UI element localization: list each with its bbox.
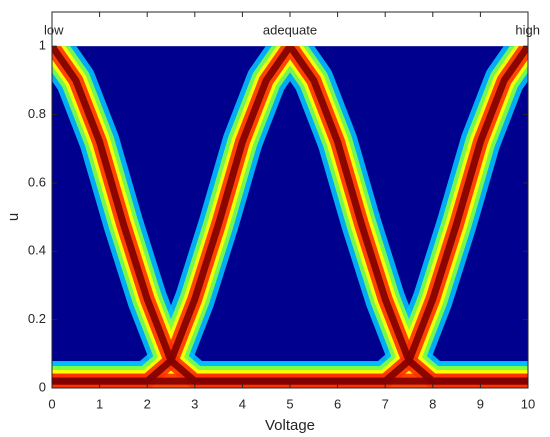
bands	[52, 46, 528, 388]
x-tick-label: 5	[286, 396, 293, 411]
x-tick-label: 7	[382, 396, 389, 411]
y-tick-label: 0.8	[28, 106, 46, 121]
x-axis-label: Voltage	[265, 417, 315, 434]
series-label: high	[515, 22, 540, 37]
x-tick-label: 10	[521, 396, 535, 411]
y-tick-label: 1	[39, 38, 46, 53]
y-tick-label: 0.6	[28, 174, 46, 189]
x-tick-label: 1	[96, 396, 103, 411]
x-tick-label: 2	[144, 396, 151, 411]
series-label: low	[44, 22, 64, 37]
x-tick-label: 0	[48, 396, 55, 411]
x-tick-label: 4	[239, 396, 246, 411]
y-tick-label: 0.4	[28, 243, 46, 258]
membership-band	[52, 46, 528, 385]
x-tick-label: 9	[477, 396, 484, 411]
x-tick-label: 8	[429, 396, 436, 411]
x-tick-label: 6	[334, 396, 341, 411]
series-label: adequate	[263, 22, 317, 37]
y-axis-label: u	[5, 213, 22, 221]
y-tick-label: 0	[39, 379, 46, 394]
y-tick-label: 0.2	[28, 311, 46, 326]
x-tick-label: 3	[191, 396, 198, 411]
